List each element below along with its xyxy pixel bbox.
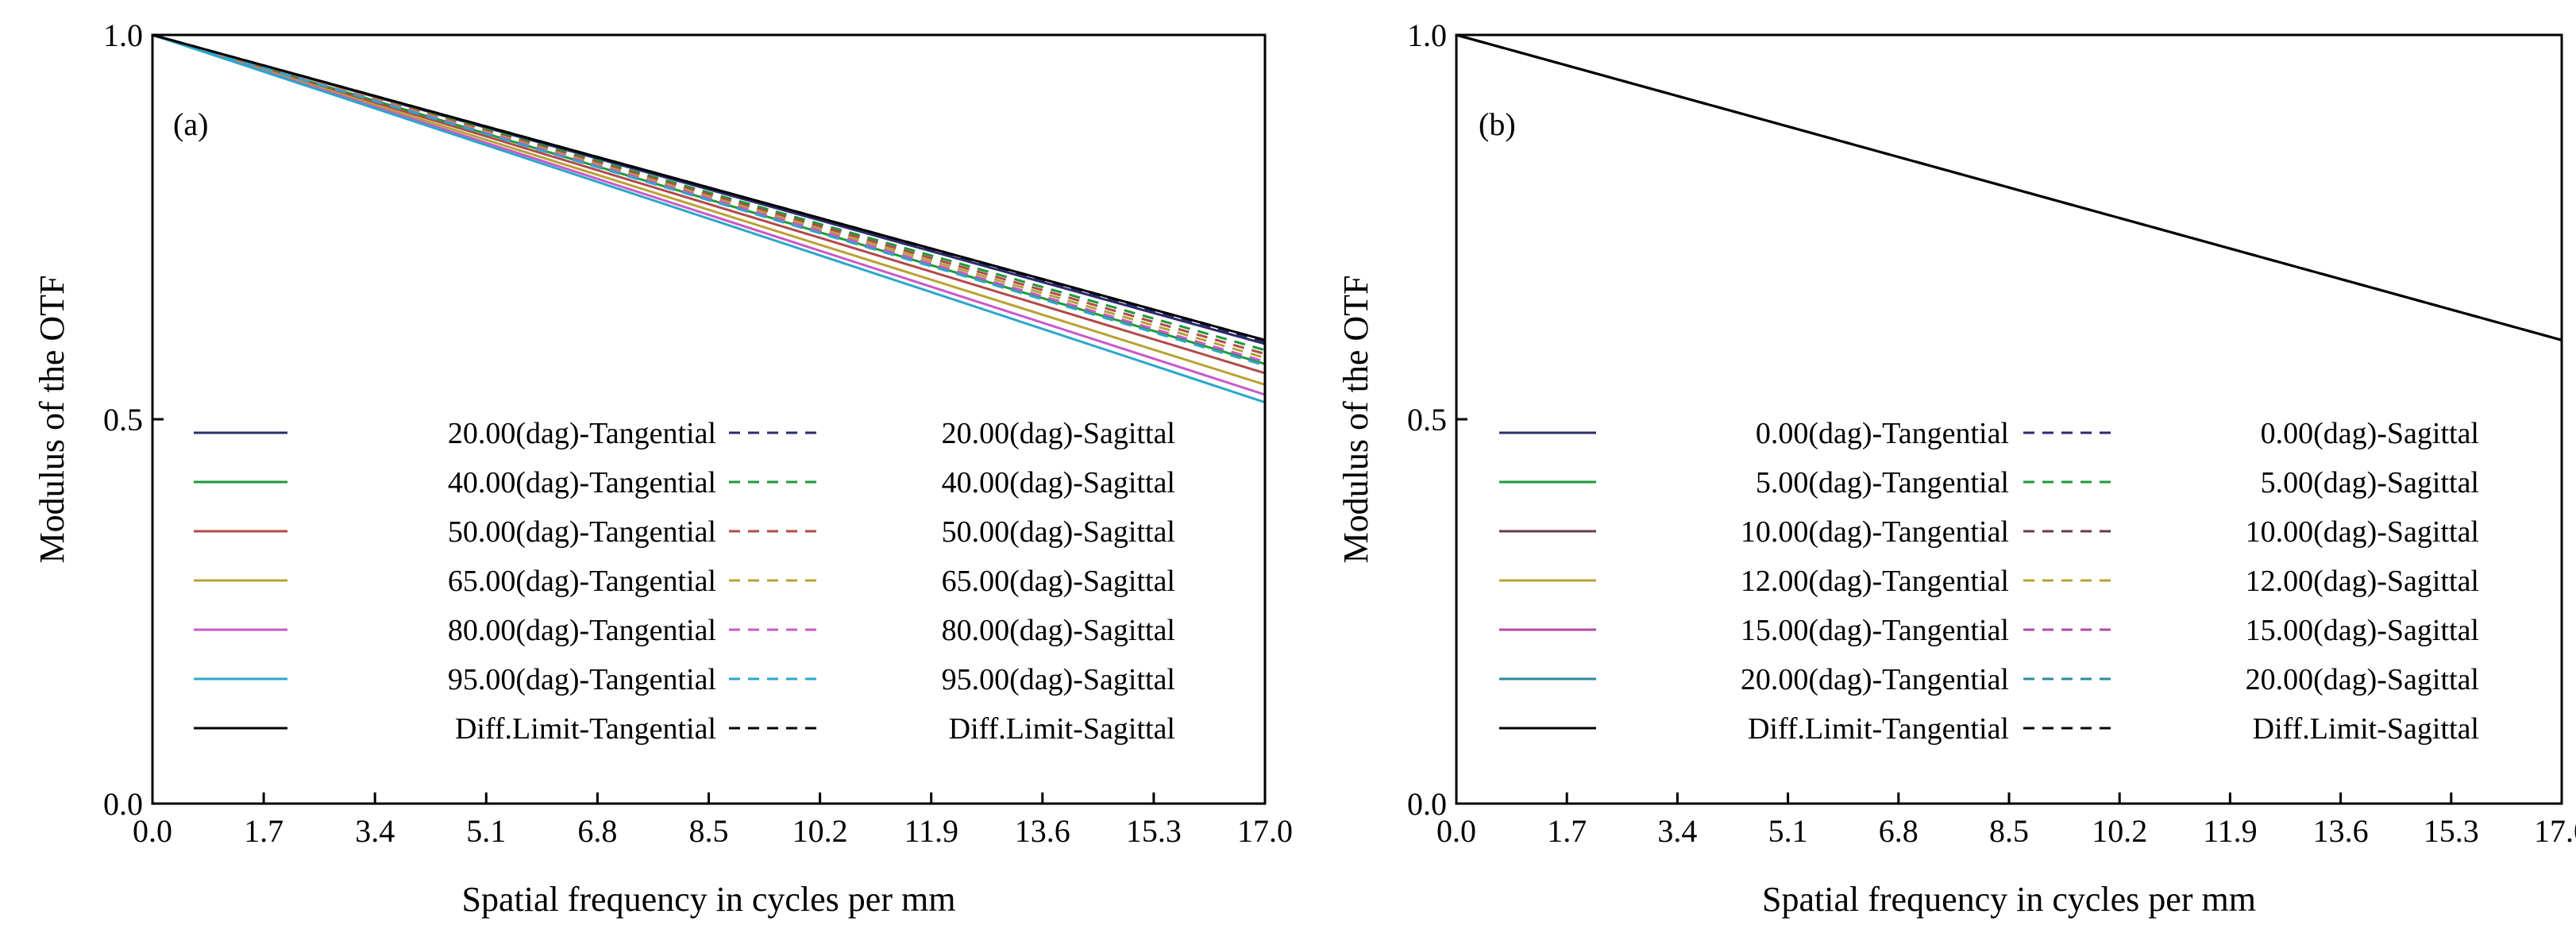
y-tick-label: 1.0 — [1407, 17, 1447, 53]
legend-entry-label: 80.00(dag)-Sagittal — [942, 614, 1175, 647]
panel-label: (b) — [1479, 106, 1516, 142]
series-line-4 — [152, 33, 1266, 375]
x-tick-label: 0.0 — [133, 813, 172, 849]
y-tick-label: 0.0 — [103, 786, 143, 822]
x-tick-label: 13.6 — [2313, 813, 2369, 849]
y-tick-label: 0.5 — [1407, 402, 1447, 438]
x-tick-label: 3.4 — [1657, 813, 1697, 849]
x-tick-label: 11.9 — [2203, 813, 2258, 849]
x-tick-label: 0.0 — [1436, 813, 1476, 849]
series-line-10 — [152, 33, 1266, 404]
x-tick-label: 1.7 — [244, 813, 283, 849]
series-line-13 — [1456, 33, 2563, 341]
legend-entry-label: 40.00(dag)-Sagittal — [942, 466, 1175, 499]
panel-label: (a) — [173, 106, 208, 142]
legend-entry-label: Diff.Limit-Sagittal — [2253, 712, 2479, 746]
x-tick-label: 8.5 — [1989, 813, 2029, 849]
y-axis-title: Modulus of the OTF — [1336, 276, 1375, 564]
legend-entry-label: 5.00(dag)-Sagittal — [2261, 466, 2479, 499]
legend-entry-label: 80.00(dag)-Tangential — [448, 614, 716, 647]
legend-entry-label: 15.00(dag)-Tangential — [1741, 614, 2009, 647]
legend-entry-label: 95.00(dag)-Sagittal — [942, 663, 1175, 696]
chart-panel-b: 0.01.73.45.16.88.510.211.913.615.317.00.… — [1336, 17, 2576, 919]
x-tick-label: 15.3 — [2424, 813, 2479, 849]
x-tick-label: 10.2 — [2092, 813, 2147, 849]
y-tick-label: 0.5 — [103, 402, 143, 438]
legend-entry-label: Diff.Limit-Sagittal — [949, 712, 1175, 746]
x-tick-label: 11.9 — [904, 813, 958, 849]
x-tick-label: 10.2 — [792, 813, 848, 849]
x-tick-label: 17.0 — [1237, 813, 1293, 849]
legend-entry-label: 5.00(dag)-Tangential — [1756, 466, 2009, 499]
x-tick-label: 1.7 — [1547, 813, 1587, 849]
legend-entry-label: 20.00(dag)-Sagittal — [2246, 663, 2479, 696]
y-axis-ticks: 0.0 0.5 1.0 — [103, 17, 164, 822]
series-line-13 — [152, 33, 1266, 341]
legend-entry-label: 40.00(dag)-Tangential — [448, 466, 716, 499]
legend-entry-label: 65.00(dag)-Sagittal — [942, 565, 1175, 598]
x-tick-label: 6.8 — [1879, 813, 1919, 849]
legend-entry-label: 12.00(dag)-Tangential — [1741, 565, 2009, 598]
legend-entry-label: 10.00(dag)-Sagittal — [2246, 515, 2479, 549]
legend-entry-label: 20.00(dag)-Tangential — [448, 417, 716, 450]
x-tick-label: 13.6 — [1015, 813, 1070, 849]
x-tick-label: 5.1 — [1768, 813, 1808, 849]
x-axis-ticks: 0.0 1.7 3.4 5.1 6.8 8.5 10.2 11.9 13.6 15.3 17.0 — [133, 792, 1293, 849]
x-tick-label: 6.8 — [577, 813, 617, 849]
legend-entry-label: 15.00(dag)-Sagittal — [2246, 614, 2479, 647]
series-line-11 — [152, 33, 1266, 367]
x-tick-label: 8.5 — [689, 813, 729, 849]
legend-entry-label: Diff.Limit-Tangential — [455, 712, 716, 746]
x-axis-ticks: 0.0 1.7 3.4 5.1 6.8 8.5 10.2 11.9 13.6 15.3 17.0 — [1436, 792, 2576, 849]
legend-entry-label: Diff.Limit-Tangential — [1748, 712, 2009, 746]
legend-entry-label: 50.00(dag)-Sagittal — [942, 515, 1175, 549]
x-tick-label: 5.1 — [466, 813, 506, 849]
legend-entry-label: 20.00(dag)-Sagittal — [942, 417, 1175, 450]
legend-entry-label: 0.00(dag)-Sagittal — [2261, 417, 2479, 450]
y-axis-ticks: 0.0 0.5 1.0 — [1407, 17, 1467, 822]
x-axis-title: Spatial frequency in cycles per mm — [1762, 880, 2256, 919]
plot-lines — [152, 33, 1266, 404]
legend: 0.00(dag)-Tangential 0.00(dag)-Sagittal 5.… — [1499, 417, 2479, 746]
legend-entry-label: 12.00(dag)-Sagittal — [2246, 565, 2479, 598]
series-line-6 — [152, 33, 1266, 386]
y-tick-label: 0.0 — [1407, 786, 1447, 822]
x-axis-title: Spatial frequency in cycles per mm — [462, 880, 956, 919]
x-tick-label: 15.3 — [1126, 813, 1182, 849]
plot-lines — [1456, 33, 2563, 341]
legend-entry-label: 50.00(dag)-Tangential — [448, 515, 716, 549]
y-axis-title: Modulus of the OTF — [33, 276, 71, 564]
legend-entry-label: 20.00(dag)-Tangential — [1741, 663, 2009, 696]
x-tick-label: 17.0 — [2534, 813, 2576, 849]
series-line-8 — [152, 33, 1266, 396]
legend-entry-label: 95.00(dag)-Tangential — [448, 663, 716, 696]
y-tick-label: 1.0 — [103, 17, 143, 53]
chart-panel-a: 0.0 1.7 3.4 5.1 6.8 8.5 10.2 11.9 13.6 15.3 17.00.… — [33, 17, 1293, 919]
legend: 20.00(dag)-Tangential 20.00(dag)-Sagittal… — [194, 417, 1175, 746]
legend-entry-label: 0.00(dag)-Tangential — [1756, 417, 2009, 450]
x-tick-label: 3.4 — [355, 813, 395, 849]
legend-entry-label: 65.00(dag)-Tangential — [448, 565, 716, 598]
legend-entry-label: 10.00(dag)-Tangential — [1741, 515, 2009, 549]
